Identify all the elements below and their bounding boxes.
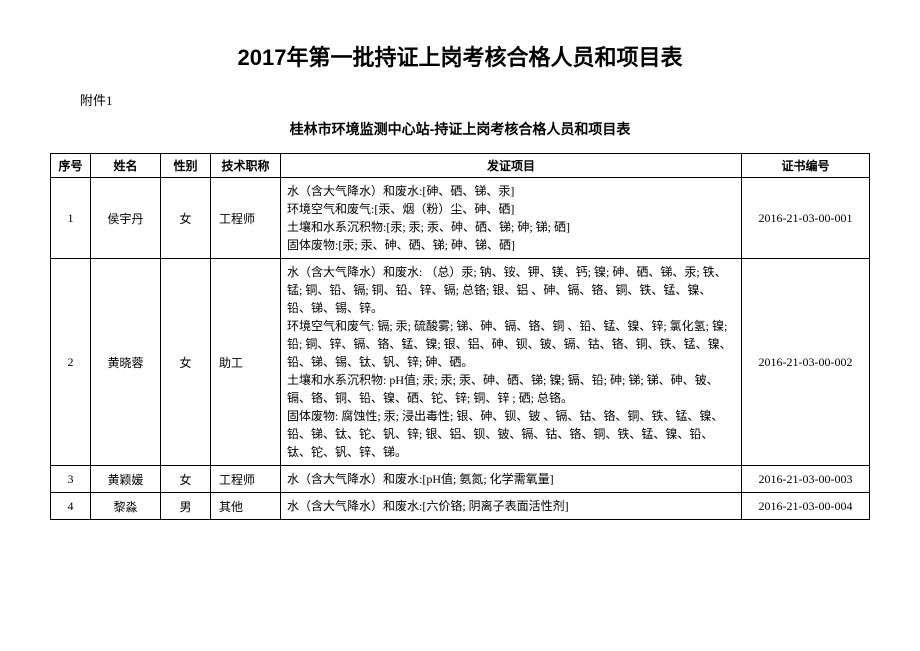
cell-seq: 2 [51, 259, 91, 466]
cell-name: 黎淼 [91, 493, 161, 520]
cell-project: 水（含大气降水）和废水:[pH值; 氨氮; 化学需氧量] [281, 466, 742, 493]
sub-title: 桂林市环境监测中心站-持证上岗考核合格人员和项目表 [50, 119, 870, 139]
col-header-project: 发证项目 [281, 154, 742, 178]
table-row: 3黄颖媛女工程师水（含大气降水）和废水:[pH值; 氨氮; 化学需氧量] 2016… [51, 466, 870, 493]
table-row: 1侯宇丹女工程师水（含大气降水）和废水:[砷、硒、锑、汞]环境空气和废气:[汞、… [51, 178, 870, 259]
project-line: 环境空气和废气: 镉; 汞; 硫酸雾; 锑、砷、镉、铬、铜 、铅、锰、镍、锌; … [287, 317, 735, 371]
cell-title: 工程师 [211, 178, 281, 259]
table-row: 2黄晓蓉女助工水（含大气降水）和废水: （总）汞; 钠、铵、钾、镁、钙; 镍; … [51, 259, 870, 466]
project-line: 固体废物:[汞; 汞、砷、硒、锑; 砷、锑、硒] [287, 236, 735, 254]
project-line: 环境空气和废气:[汞、烟（粉）尘、砷、硒] [287, 200, 735, 218]
attachment-label: 附件1 [80, 90, 870, 109]
cell-gender: 女 [161, 178, 211, 259]
cell-cert: 2016-21-03-00-004 [742, 493, 870, 520]
cell-project: 水（含大气降水）和废水: （总）汞; 钠、铵、钾、镁、钙; 镍; 砷、硒、锑、汞… [281, 259, 742, 466]
cell-project: 水（含大气降水）和废水:[六价铬; 阴离子表面活性剂] [281, 493, 742, 520]
cell-name: 黄晓蓉 [91, 259, 161, 466]
project-line: 水（含大气降水）和废水: （总）汞; 钠、铵、钾、镁、钙; 镍; 砷、硒、锑、汞… [287, 263, 735, 317]
project-line: 水（含大气降水）和废水:[砷、硒、锑、汞] [287, 182, 735, 200]
project-line: 土壤和水系沉积物:[汞; 汞; 汞、砷、硒、锑; 砷; 锑; 硒] [287, 218, 735, 236]
col-header-seq: 序号 [51, 154, 91, 178]
cell-seq: 1 [51, 178, 91, 259]
project-line: 土壤和水系沉积物: pH值; 汞; 汞; 汞、砷、硒、锑; 镍; 镉、铅; 砷;… [287, 371, 735, 407]
col-header-cert: 证书编号 [742, 154, 870, 178]
col-header-name: 姓名 [91, 154, 161, 178]
personnel-table: 序号 姓名 性别 技术职称 发证项目 证书编号 1侯宇丹女工程师水（含大气降水）… [50, 153, 870, 520]
cell-gender: 男 [161, 493, 211, 520]
cell-name: 侯宇丹 [91, 178, 161, 259]
cell-seq: 3 [51, 466, 91, 493]
cell-cert: 2016-21-03-00-001 [742, 178, 870, 259]
col-header-title: 技术职称 [211, 154, 281, 178]
project-line: 固体废物: 腐蚀性; 汞; 浸出毒性; 银、砷、钡、铍 、镉、钴、铬、铜、铁、锰… [287, 407, 735, 461]
cell-gender: 女 [161, 259, 211, 466]
main-title: 2017年第一批持证上岗考核合格人员和项目表 [50, 40, 870, 72]
cell-cert: 2016-21-03-00-003 [742, 466, 870, 493]
cell-seq: 4 [51, 493, 91, 520]
cell-project: 水（含大气降水）和废水:[砷、硒、锑、汞]环境空气和废气:[汞、烟（粉）尘、砷、… [281, 178, 742, 259]
cell-title: 其他 [211, 493, 281, 520]
cell-gender: 女 [161, 466, 211, 493]
cell-cert: 2016-21-03-00-002 [742, 259, 870, 466]
table-row: 4黎淼男其他水（含大气降水）和废水:[六价铬; 阴离子表面活性剂] 2016-21… [51, 493, 870, 520]
cell-name: 黄颖媛 [91, 466, 161, 493]
col-header-gender: 性别 [161, 154, 211, 178]
project-line: 水（含大气降水）和废水:[六价铬; 阴离子表面活性剂] [287, 497, 735, 515]
cell-title: 工程师 [211, 466, 281, 493]
project-line: 水（含大气降水）和废水:[pH值; 氨氮; 化学需氧量] [287, 470, 735, 488]
table-body: 1侯宇丹女工程师水（含大气降水）和废水:[砷、硒、锑、汞]环境空气和废气:[汞、… [51, 178, 870, 520]
cell-title: 助工 [211, 259, 281, 466]
table-header-row: 序号 姓名 性别 技术职称 发证项目 证书编号 [51, 154, 870, 178]
